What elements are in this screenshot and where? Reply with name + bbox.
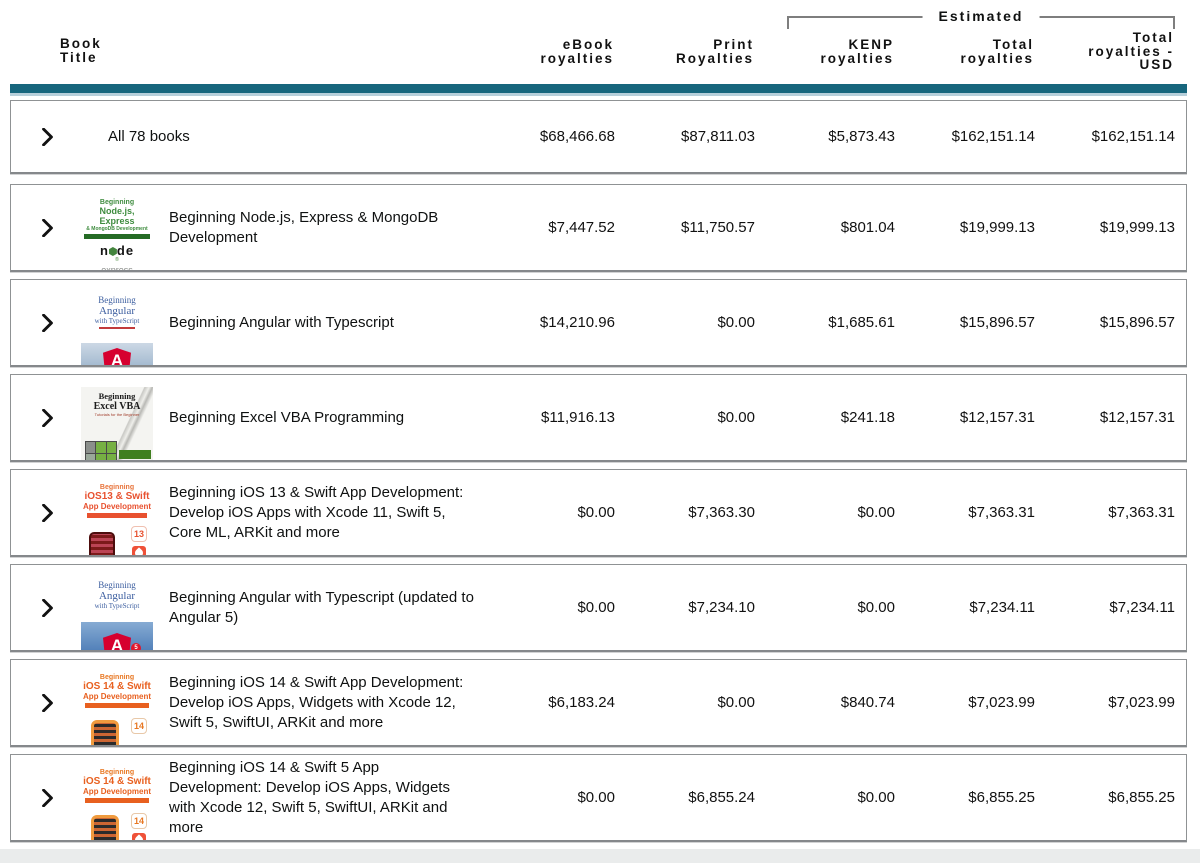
ebook-royalties-value: $6,183.24 — [548, 694, 615, 711]
ebook-royalties-value: $7,447.52 — [548, 219, 615, 236]
row-title: Beginning Angular with Typescript — [169, 313, 394, 331]
swift-logo-icon — [132, 833, 146, 840]
print-royalties-value: $7,234.10 — [688, 599, 755, 616]
summary-row[interactable]: All 78 books $68,466.68 $87,811.03 $5,87… — [10, 100, 1187, 174]
book-row[interactable]: Beginning Angular with TypeScript A Begi… — [10, 279, 1187, 367]
ebook-royalties-value: $0.00 — [577, 504, 615, 521]
print-royalties-value: $87,811.03 — [681, 128, 755, 145]
column-header-book-title: Book Title — [60, 36, 102, 65]
ios-version-tile: 14 — [131, 718, 147, 734]
column-header-ebook-royalties: eBook royalties — [540, 37, 614, 66]
print-royalties-value: $0.00 — [717, 409, 755, 426]
total-royalties-usd-value: $15,896.57 — [1099, 314, 1175, 331]
book-cover-thumbnail: Beginning iOS 14 & Swift App Development… — [81, 767, 153, 840]
total-royalties-value: $6,855.25 — [968, 789, 1035, 806]
kenp-royalties-value: $801.04 — [840, 219, 895, 236]
total-royalties-value: $7,363.31 — [968, 504, 1035, 521]
table-header: Estimated Book Title eBook royalties Pri… — [0, 0, 1200, 84]
iphone-graphic — [89, 532, 115, 555]
iphone-graphic — [91, 815, 119, 840]
kenp-royalties-value: $241.18 — [840, 409, 895, 426]
total-royalties-value: $7,234.11 — [969, 599, 1035, 616]
book-cover-thumbnail: Beginning Excel VBA Tutorials for the Be… — [81, 387, 153, 460]
book-cover-thumbnail: Beginning Node.js, Express & MongoDB Dev… — [81, 197, 153, 270]
expand-chevron-icon[interactable] — [11, 127, 81, 146]
kenp-royalties-value: $0.00 — [857, 504, 895, 521]
row-title: All 78 books — [108, 127, 190, 145]
kenp-royalties-value: $5,873.43 — [828, 128, 895, 145]
print-royalties-value: $7,363.30 — [688, 504, 755, 521]
book-cover-thumbnail: Beginning iOS13 & Swift App Development … — [81, 482, 153, 555]
expand-chevron-icon[interactable] — [11, 218, 81, 237]
node-hexagon-icon — [108, 247, 117, 256]
book-row[interactable]: Beginning Angular with TypeScript A 5 Be… — [10, 564, 1187, 652]
angular-shield-icon: A — [103, 348, 131, 365]
ebook-royalties-value: $0.00 — [577, 599, 615, 616]
column-header-total-royalties: Total royalties — [960, 37, 1034, 66]
expand-chevron-icon[interactable] — [11, 598, 81, 617]
total-royalties-value: $12,157.31 — [959, 409, 1035, 426]
ebook-royalties-value: $14,210.96 — [539, 314, 615, 331]
column-header-kenp-royalties: KENP royalties — [820, 37, 894, 66]
swift-logo-icon — [132, 546, 146, 555]
book-cover-thumbnail: Beginning iOS 14 & Swift App Development… — [81, 672, 153, 745]
column-header-total-royalties-usd: Total royalties - USD — [1088, 30, 1174, 72]
expand-chevron-icon[interactable] — [11, 693, 81, 712]
print-royalties-value: $11,750.57 — [681, 219, 755, 236]
total-royalties-usd-value: $162,151.14 — [1091, 128, 1175, 145]
node-logo: n de — [99, 243, 135, 258]
row-title: Beginning Excel VBA Programming — [169, 408, 405, 426]
total-royalties-value: $7,023.99 — [968, 694, 1035, 711]
book-row[interactable]: Beginning iOS13 & Swift App Development … — [10, 469, 1187, 557]
total-royalties-value: $19,999.13 — [959, 219, 1035, 236]
kenp-royalties-value: $0.00 — [857, 599, 895, 616]
book-row[interactable]: Beginning Excel VBA Tutorials for the Be… — [10, 374, 1187, 462]
angular-shield-icon: A — [103, 633, 131, 650]
book-cover-thumbnail: Beginning Angular with TypeScript A — [81, 292, 153, 365]
total-royalties-usd-value: $7,234.11 — [1109, 599, 1175, 616]
expand-chevron-icon[interactable] — [11, 408, 81, 427]
total-royalties-value: $162,151.14 — [951, 128, 1035, 145]
ebook-royalties-value: $0.00 — [577, 789, 615, 806]
row-title: Beginning Angular with Typescript (updat… — [169, 588, 474, 626]
angular5-badge: 5 — [131, 643, 141, 650]
total-royalties-usd-value: $7,023.99 — [1108, 694, 1175, 711]
ios-version-tile: 13 — [131, 526, 147, 542]
row-title: Beginning iOS 14 & Swift 5 App Developme… — [169, 758, 450, 836]
print-royalties-value: $6,855.24 — [688, 789, 755, 806]
ebook-royalties-value: $11,916.13 — [541, 409, 615, 426]
book-row[interactable]: Beginning iOS 14 & Swift App Development… — [10, 659, 1187, 747]
expand-chevron-icon[interactable] — [11, 503, 81, 522]
book-row[interactable]: Beginning iOS 14 & Swift App Development… — [10, 754, 1187, 842]
total-royalties-usd-value: $7,363.31 — [1108, 504, 1175, 521]
ebook-royalties-value: $68,466.68 — [539, 128, 615, 145]
book-cover-thumbnail: Beginning Angular with TypeScript A 5 — [81, 577, 153, 650]
print-royalties-value: $0.00 — [717, 694, 755, 711]
print-royalties-value: $0.00 — [717, 314, 755, 331]
excel-cube-graphic — [85, 441, 117, 460]
total-royalties-usd-value: $6,855.25 — [1108, 789, 1175, 806]
total-royalties-value: $15,896.57 — [959, 314, 1035, 331]
expand-chevron-icon[interactable] — [11, 313, 81, 332]
row-title: Beginning iOS 13 & Swift App Development… — [169, 483, 464, 541]
total-royalties-usd-value: $12,157.31 — [1099, 409, 1175, 426]
total-royalties-usd-value: $19,999.13 — [1099, 219, 1175, 236]
iphone-graphic — [91, 720, 119, 745]
kenp-royalties-value: $840.74 — [840, 694, 895, 711]
page-background-strip — [0, 849, 1200, 863]
column-header-print-royalties: Print Royalties — [675, 37, 754, 66]
book-row[interactable]: Beginning Node.js, Express & MongoDB Dev… — [10, 184, 1187, 272]
row-title: Beginning iOS 14 & Swift App Development… — [169, 673, 464, 731]
kenp-royalties-value: $0.00 — [857, 789, 895, 806]
ios-version-tile: 14 — [131, 813, 147, 829]
header-accent-bar — [10, 84, 1187, 96]
estimated-group-label: Estimated — [922, 8, 1040, 24]
expand-chevron-icon[interactable] — [11, 788, 81, 807]
estimated-group-bracket: Estimated — [787, 8, 1175, 29]
kenp-royalties-value: $1,685.61 — [828, 314, 895, 331]
row-title: Beginning Node.js, Express & MongoDB Dev… — [169, 208, 439, 246]
